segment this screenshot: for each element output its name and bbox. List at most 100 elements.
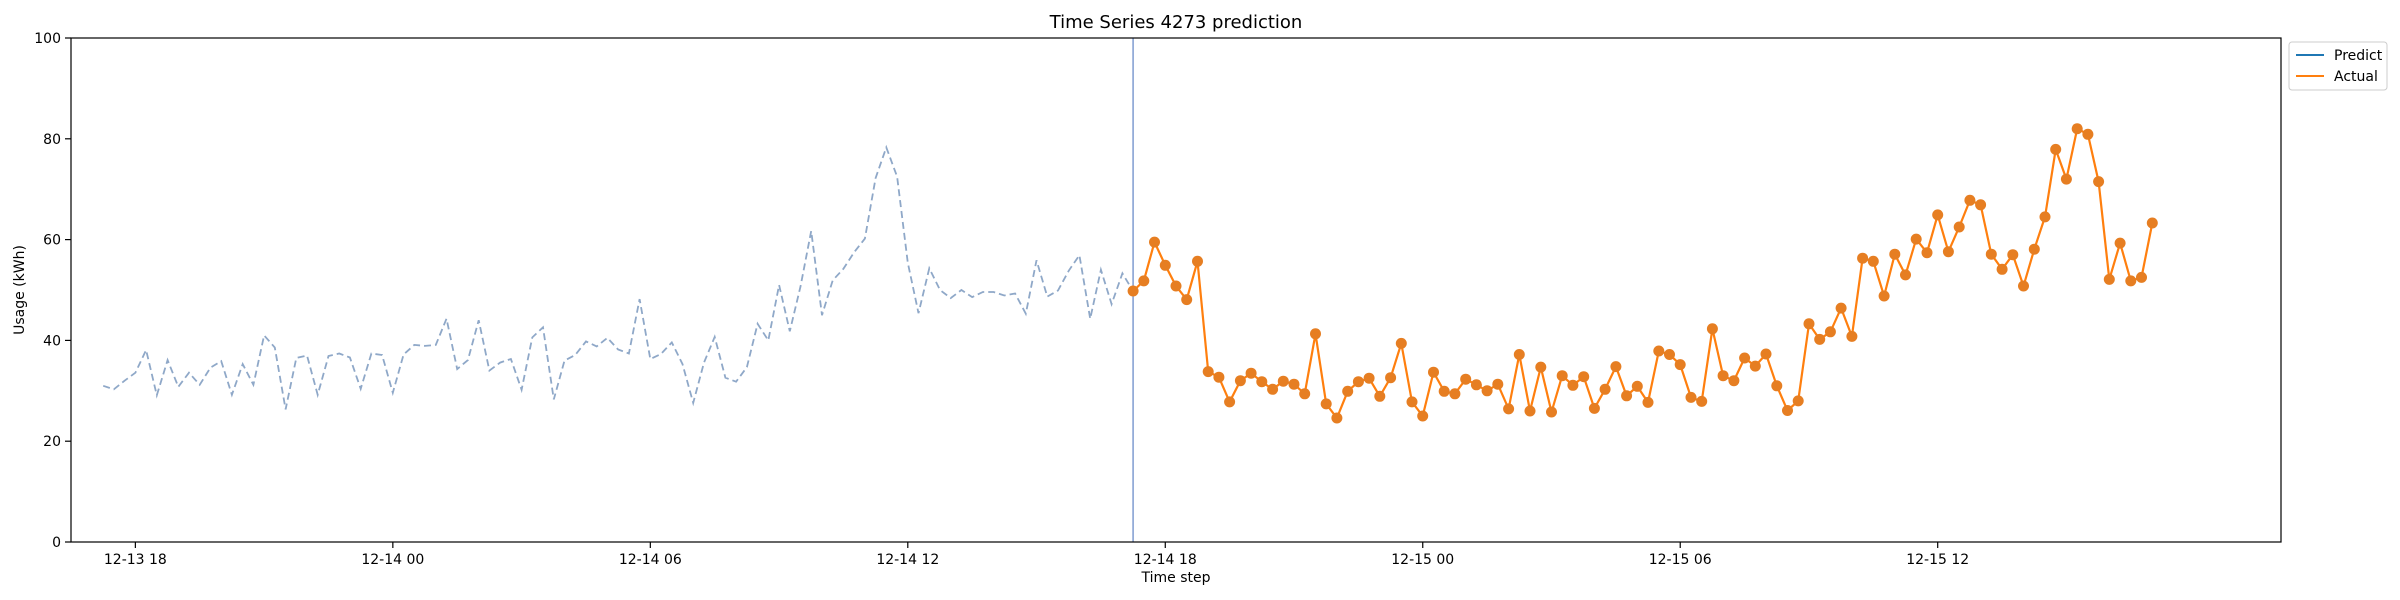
actual-point (1631, 380, 1643, 392)
actual-point (2082, 128, 2094, 140)
actual-point (1310, 328, 1321, 340)
y-axis: 0 20 40 60 80 100 (34, 31, 71, 551)
actual-point (1395, 337, 1407, 349)
y-tick-label: 0 (52, 535, 61, 551)
actual-point (1481, 385, 1493, 397)
actual-point (1610, 361, 1622, 373)
actual-point (2028, 243, 2040, 255)
actual-point (1449, 388, 1461, 400)
actual-point (1621, 390, 1633, 402)
actual-point (1181, 294, 1193, 306)
actual-point (1331, 412, 1343, 424)
actual-point (1889, 248, 1901, 260)
history-series-line (102, 144, 1134, 410)
plot-frame (70, 37, 2282, 543)
x-axis: 12-13 18 12-14 00 12-14 06 12-14 12 12-14 18… (104, 542, 1969, 568)
actual-point (1803, 318, 1815, 330)
actual-point (1385, 372, 1397, 384)
actual-point (1213, 371, 1225, 383)
actual-point (1374, 390, 1386, 402)
actual-point (1932, 209, 1944, 221)
actual-point (1739, 352, 1751, 364)
actual-point (1749, 360, 1761, 372)
chart-title: Time Series 4273 prediction (1049, 12, 1303, 33)
actual-point (1363, 372, 1375, 384)
y-axis-label: Usage (kWh) (12, 245, 28, 335)
actual-point (1535, 361, 1547, 373)
actual-point (1417, 410, 1429, 422)
actual-point (1245, 367, 1257, 379)
legend: Predict Actual (2288, 41, 2388, 91)
y-tick-label: 20 (43, 434, 61, 450)
actual-point (1503, 403, 1515, 415)
y-tick-label: 60 (43, 233, 61, 249)
actual-point (1835, 302, 1847, 314)
actual-point (2060, 173, 2072, 185)
actual-point (1546, 406, 1557, 418)
actual-point (1642, 396, 1654, 408)
actual-point (1910, 233, 1922, 245)
actual-point (1277, 375, 1289, 387)
actual-point (1438, 385, 1450, 397)
actual-point (2039, 211, 2051, 223)
actual-point (1524, 405, 1536, 417)
actual-point (1234, 375, 1246, 387)
actual-point (1202, 366, 1214, 378)
actual-point (1706, 323, 1718, 335)
actual-point (1975, 199, 1987, 211)
actual-point (1942, 246, 1954, 258)
actual-point (1985, 248, 1997, 260)
actual-point (2114, 237, 2126, 249)
actual-point (1352, 376, 1364, 388)
actual-point (1685, 391, 1697, 403)
actual-point (1653, 345, 1665, 357)
actual-point (1846, 330, 1858, 342)
actual-point (2007, 249, 2019, 261)
actual-point (1878, 290, 1890, 302)
actual-point (2125, 275, 2137, 287)
actual-point (1428, 366, 1439, 378)
actual-point (2093, 176, 2105, 188)
x-tick-label: 12-15 00 (1391, 552, 1454, 568)
actual-point (1224, 396, 1236, 408)
actual-point (1664, 349, 1675, 360)
actual-point (1717, 370, 1729, 382)
x-tick-label: 12-14 06 (619, 552, 682, 568)
y-tick-label: 100 (34, 31, 61, 47)
actual-point (1513, 349, 1525, 360)
actual-point (1267, 383, 1279, 395)
actual-point (1288, 378, 1300, 390)
actual-point (1814, 333, 1826, 345)
actual-point (1674, 359, 1686, 371)
x-tick-label: 12-14 00 (361, 552, 424, 568)
x-tick-label: 12-15 06 (1649, 552, 1712, 568)
actual-point (1792, 395, 1804, 407)
actual-point (1857, 252, 1869, 264)
actual-point (1696, 395, 1708, 407)
x-tick-label: 12-14 12 (876, 552, 939, 568)
actual-point (1964, 194, 1976, 206)
actual-point (1470, 379, 1482, 391)
actual-point (1492, 378, 1504, 390)
x-tick-label: 12-14 18 (1134, 552, 1197, 568)
actual-point (1921, 247, 1933, 259)
actual-point (2050, 143, 2062, 155)
actual-point (1578, 371, 1590, 383)
actual-point (2136, 271, 2147, 283)
actual-point (1782, 405, 1793, 416)
legend-predict-label: Predict (2334, 48, 2383, 64)
actual-point (1192, 255, 1203, 267)
actual-point (1299, 388, 1311, 400)
actual-point (1760, 348, 1772, 360)
actual-point (1771, 380, 1783, 392)
actual-point (1460, 373, 1472, 385)
y-tick-label: 80 (43, 132, 61, 148)
actual-point (2103, 273, 2115, 285)
legend-actual-label: Actual (2334, 69, 2378, 85)
actual-point (1556, 370, 1568, 382)
x-axis-label: Time step (1141, 570, 1211, 586)
actual-point (1138, 275, 1150, 287)
actual-point (1599, 383, 1611, 395)
actual-point (1900, 269, 1911, 281)
